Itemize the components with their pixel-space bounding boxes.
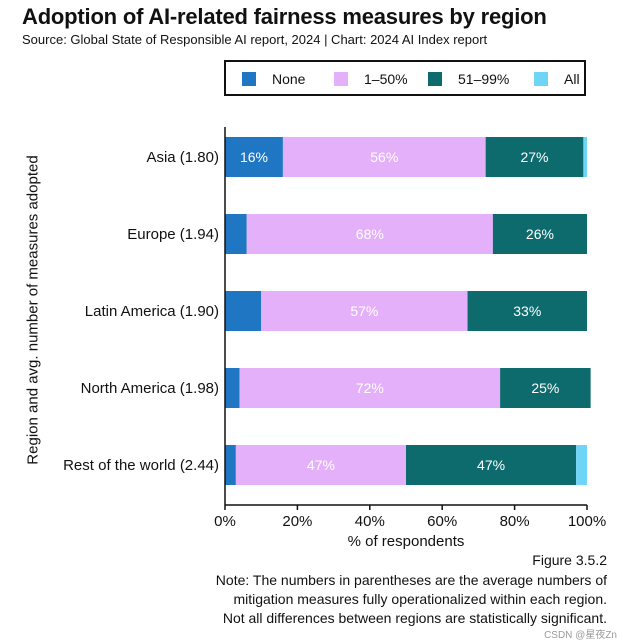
x-tick-label: 40% <box>355 513 385 530</box>
data-label: 72% <box>356 380 384 396</box>
bar-segment <box>583 137 587 177</box>
legend-item-all: All <box>534 71 580 87</box>
legend-item-none: None <box>242 71 305 87</box>
x-tick-label: 20% <box>282 513 312 530</box>
bar-segment <box>576 445 587 485</box>
bar-segment <box>225 368 240 408</box>
x-tick-label: 0% <box>214 513 236 530</box>
legend-label: 51–99% <box>458 71 510 87</box>
note-line: Note: The numbers in parentheses are the… <box>215 572 607 588</box>
data-label: 27% <box>520 149 548 165</box>
legend-swatch <box>334 72 348 86</box>
note: Note: The numbers in parentheses are the… <box>216 571 607 628</box>
data-label: 16% <box>240 149 268 165</box>
chart-subtitle: Source: Global State of Responsible AI r… <box>22 32 488 47</box>
data-label: 26% <box>526 226 554 242</box>
data-label: 25% <box>531 380 559 396</box>
bar-segment <box>246 214 493 254</box>
bar-segment <box>492 214 587 254</box>
bar-segment <box>261 291 468 331</box>
legend-item-51-99: 51–99% <box>428 71 509 87</box>
data-label: 47% <box>307 457 335 473</box>
watermark: CSDN @星夜Zn <box>544 630 617 641</box>
category-label: Latin America (1.90) <box>85 303 219 320</box>
note-line: Not all differences between regions are … <box>222 610 607 626</box>
data-label: 56% <box>370 149 398 165</box>
category-label: Rest of the world (2.44) <box>63 457 219 474</box>
bar-segment <box>500 368 591 408</box>
chart-title: Adoption of AI-related fairness measures… <box>22 4 547 29</box>
bar-segment <box>225 291 262 331</box>
legend: None 1–50% 51–99% All <box>224 60 586 96</box>
legend-swatch <box>242 72 256 86</box>
bar-segment <box>225 137 283 177</box>
data-label: 57% <box>350 303 378 319</box>
legend-item-1-50: 1–50% <box>334 71 408 87</box>
figure-number: Figure 3.5.2 <box>532 552 607 568</box>
bar-segment <box>239 368 501 408</box>
y-axis-label: Region and avg. number of measures adopt… <box>24 155 42 465</box>
x-tick-label: 60% <box>427 513 457 530</box>
bar-segment <box>225 445 236 485</box>
category-label: North America (1.98) <box>81 380 219 397</box>
data-label: 33% <box>513 303 541 319</box>
legend-swatch <box>534 72 548 86</box>
category-label: Asia (1.80) <box>146 149 219 166</box>
x-tick-label: 100% <box>568 513 606 530</box>
x-tick-label: 80% <box>500 513 530 530</box>
data-label: 68% <box>356 226 384 242</box>
legend-label: All <box>564 71 580 87</box>
bar-segment <box>225 214 247 254</box>
bar-segment <box>485 137 584 177</box>
legend-label: 1–50% <box>364 71 408 87</box>
bar-segment <box>406 445 577 485</box>
x-axis-label: % of respondents <box>347 533 465 550</box>
bar-segment <box>282 137 486 177</box>
bar-segment <box>467 291 587 331</box>
category-label: Europe (1.94) <box>127 226 219 243</box>
legend-label: None <box>272 71 306 87</box>
note-line: mitigation measures fully operationalize… <box>233 591 607 607</box>
legend-swatch <box>428 72 442 86</box>
data-label: 47% <box>477 457 505 473</box>
bar-segment <box>235 445 406 485</box>
